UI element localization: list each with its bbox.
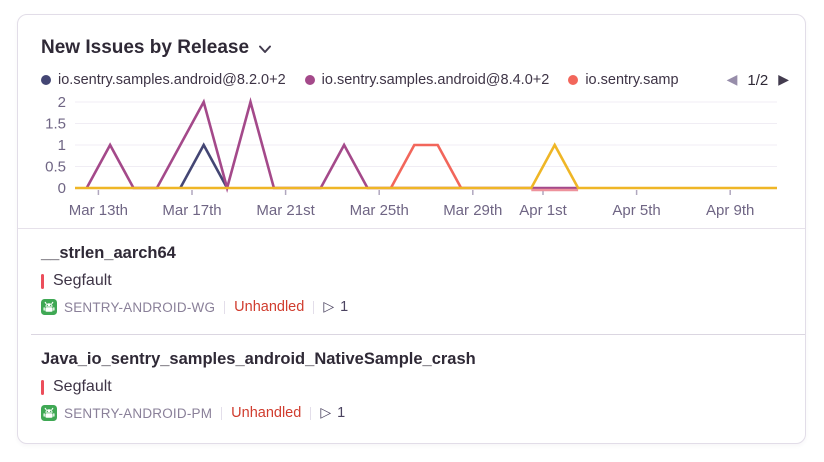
legend-pager: ◀ 1/2 ▶ [727,72,789,89]
svg-text:Mar 25th: Mar 25th [350,202,409,219]
issue-type-label: Segfault [53,272,112,289]
svg-text:Apr 1st: Apr 1st [519,202,567,219]
widget-header: New Issues by Release io.sentry.samples.… [18,15,805,89]
section-divider [18,228,805,229]
play-icon: ▷ [320,405,332,421]
issue-title-link[interactable]: Java_io_sentry_samples_android_NativeSam… [41,350,476,368]
error-level-bar [41,273,44,289]
chevron-down-icon [259,45,272,53]
svg-text:Mar 29th: Mar 29th [443,202,502,219]
widget-title-dropdown[interactable]: New Issues by Release [41,35,272,61]
svg-text:Mar 21st: Mar 21st [256,202,315,219]
meta-divider [221,406,223,420]
project-slug: SENTRY-ANDROID-PM [64,405,213,421]
widget-title: New Issues by Release [41,37,250,58]
issue-meta: SENTRY-ANDROID-PM Unhandled ▷ 1 [41,405,789,421]
svg-text:Mar 17th: Mar 17th [162,202,221,219]
svg-text:1.5: 1.5 [45,116,66,133]
issues-chart: 0 0.5 1 1.5 2 Mar 13th Mar 17th Mar 21st Mar 25t… [35,94,805,228]
issue-type-label: Segfault [53,378,112,395]
svg-text:Apr 9th: Apr 9th [706,202,754,219]
issue-meta: SENTRY-ANDROID-WG Unhandled ▷ 1 [41,299,789,315]
play-icon: ▷ [323,299,335,315]
android-icon [41,299,57,315]
issue-culprit: Segfault [41,378,789,396]
issue-row: __strlen_aarch64 Segfault SENTRY-ANDROID… [18,229,805,334]
legend-label: io.sentry.samp [585,72,679,88]
svg-text:Apr 5th: Apr 5th [612,202,660,219]
legend-row: io.sentry.samples.android@8.2.0+2 io.sen… [41,71,789,89]
unhandled-tag: Unhandled [234,299,305,315]
meta-divider [310,406,312,420]
new-issues-widget: New Issues by Release io.sentry.samples.… [17,14,806,444]
issue-culprit: Segfault [41,272,789,290]
chart-legend: io.sentry.samples.android@8.2.0+2 io.sen… [41,72,717,88]
error-level-bar [41,379,44,395]
legend-item-release-1[interactable]: io.sentry.samples.android@8.2.0+2 [41,72,286,88]
legend-label: io.sentry.samples.android@8.4.0+2 [321,72,550,88]
android-icon [41,405,57,421]
svg-text:0.5: 0.5 [45,159,66,176]
issue-row: Java_io_sentry_samples_android_NativeSam… [18,335,805,440]
legend-next-button[interactable]: ▶ [778,72,789,88]
meta-divider [224,300,226,314]
legend-page-indicator: 1/2 [747,71,769,89]
legend-dot [304,75,315,85]
svg-text:2: 2 [58,95,66,111]
chart-canvas: 0 0.5 1 1.5 2 Mar 13th Mar 17th Mar 21st Mar 25t… [45,94,777,219]
event-count: 1 [340,299,349,315]
event-count-group: ▷ 1 [323,299,348,315]
svg-text:1: 1 [58,137,66,154]
legend-dot [568,75,579,85]
meta-divider [313,300,315,314]
legend-item-release-3[interactable]: io.sentry.samp [568,72,679,88]
unhandled-tag: Unhandled [231,405,302,421]
svg-text:Mar 13th: Mar 13th [69,202,128,219]
event-count-group: ▷ 1 [320,405,345,421]
issue-title-link[interactable]: __strlen_aarch64 [41,244,176,262]
event-count: 1 [337,405,346,421]
legend-prev-button[interactable]: ◀ [726,72,738,88]
project-slug: SENTRY-ANDROID-WG [64,299,216,315]
legend-item-release-2[interactable]: io.sentry.samples.android@8.4.0+2 [304,72,550,88]
row-divider [31,334,805,335]
legend-dot [41,75,51,85]
svg-text:0: 0 [58,180,66,197]
legend-label: io.sentry.samples.android@8.2.0+2 [58,72,286,88]
